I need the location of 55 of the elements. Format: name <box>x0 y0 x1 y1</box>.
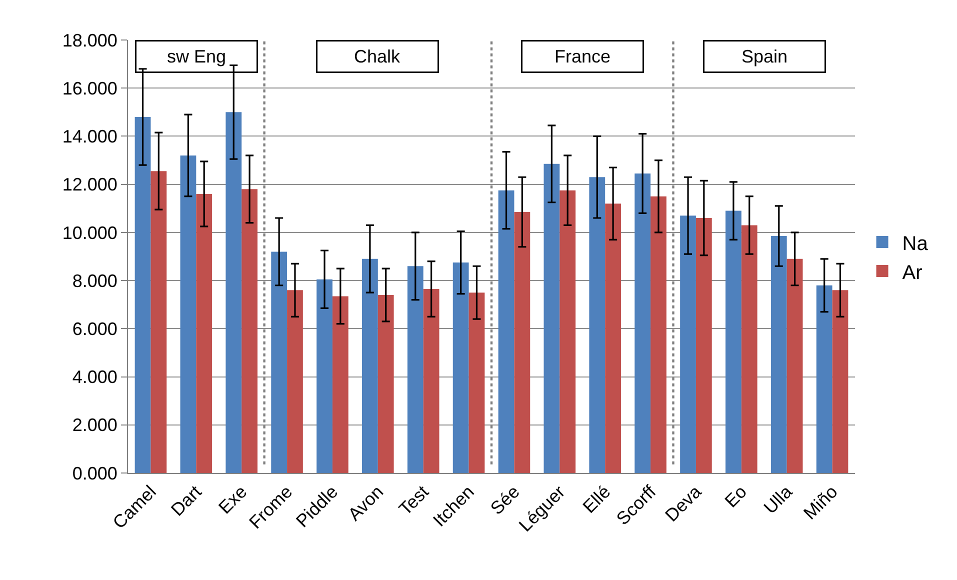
bar <box>741 225 758 473</box>
bar <box>514 212 530 473</box>
bar <box>316 279 332 473</box>
bar <box>589 177 606 473</box>
x-tick-label: Ellé <box>578 482 614 518</box>
bar <box>680 216 696 473</box>
x-tick-label: Dart <box>167 482 206 520</box>
bar <box>468 292 485 473</box>
bar <box>423 288 440 473</box>
bar <box>287 290 303 473</box>
legend-label: Na <box>902 232 929 255</box>
bar <box>332 296 348 473</box>
y-tick-label: 14.000 <box>62 126 118 147</box>
y-tick-label: 8.000 <box>72 270 118 291</box>
bar <box>362 258 378 473</box>
bar <box>696 218 712 473</box>
annotation: France <box>554 46 611 66</box>
bar <box>832 290 848 473</box>
bar <box>407 266 424 473</box>
y-tick-label: 0.000 <box>72 463 118 484</box>
bar <box>180 155 196 473</box>
x-tick-label: Eo <box>720 482 751 512</box>
bar <box>196 194 212 473</box>
bar <box>816 285 832 473</box>
y-tick-label: 2.000 <box>72 415 118 436</box>
bar <box>634 174 651 473</box>
bar <box>452 262 469 473</box>
bar <box>650 196 666 473</box>
bar <box>271 252 288 473</box>
x-tick-label: Sée <box>486 482 524 518</box>
bar <box>134 116 151 473</box>
annotation: Spain <box>741 46 788 66</box>
bar <box>605 204 621 473</box>
x-tick-label: Ulla <box>760 480 797 518</box>
x-tick-label: Exe <box>214 482 251 518</box>
bar <box>560 190 576 473</box>
y-tick-label: 16.000 <box>62 78 118 98</box>
legend-label: Ar <box>902 262 923 284</box>
annotation: Chalk <box>354 46 402 66</box>
bar <box>726 210 742 473</box>
annotation: sw Eng <box>166 46 226 66</box>
y-tick-label: 18.000 <box>62 30 118 50</box>
bar <box>498 190 514 473</box>
x-tick-label: Test <box>395 482 433 520</box>
bar <box>150 171 167 473</box>
bar <box>544 164 560 473</box>
y-tick-label: 6.000 <box>72 318 118 339</box>
bar <box>378 294 394 473</box>
y-tick-label: 4.000 <box>72 367 118 388</box>
bar <box>226 112 242 473</box>
bar <box>242 189 258 473</box>
bar <box>770 236 787 473</box>
y-tick-label: 10.000 <box>62 222 118 243</box>
y-tick-label: 12.000 <box>62 174 118 195</box>
bar <box>786 258 803 473</box>
